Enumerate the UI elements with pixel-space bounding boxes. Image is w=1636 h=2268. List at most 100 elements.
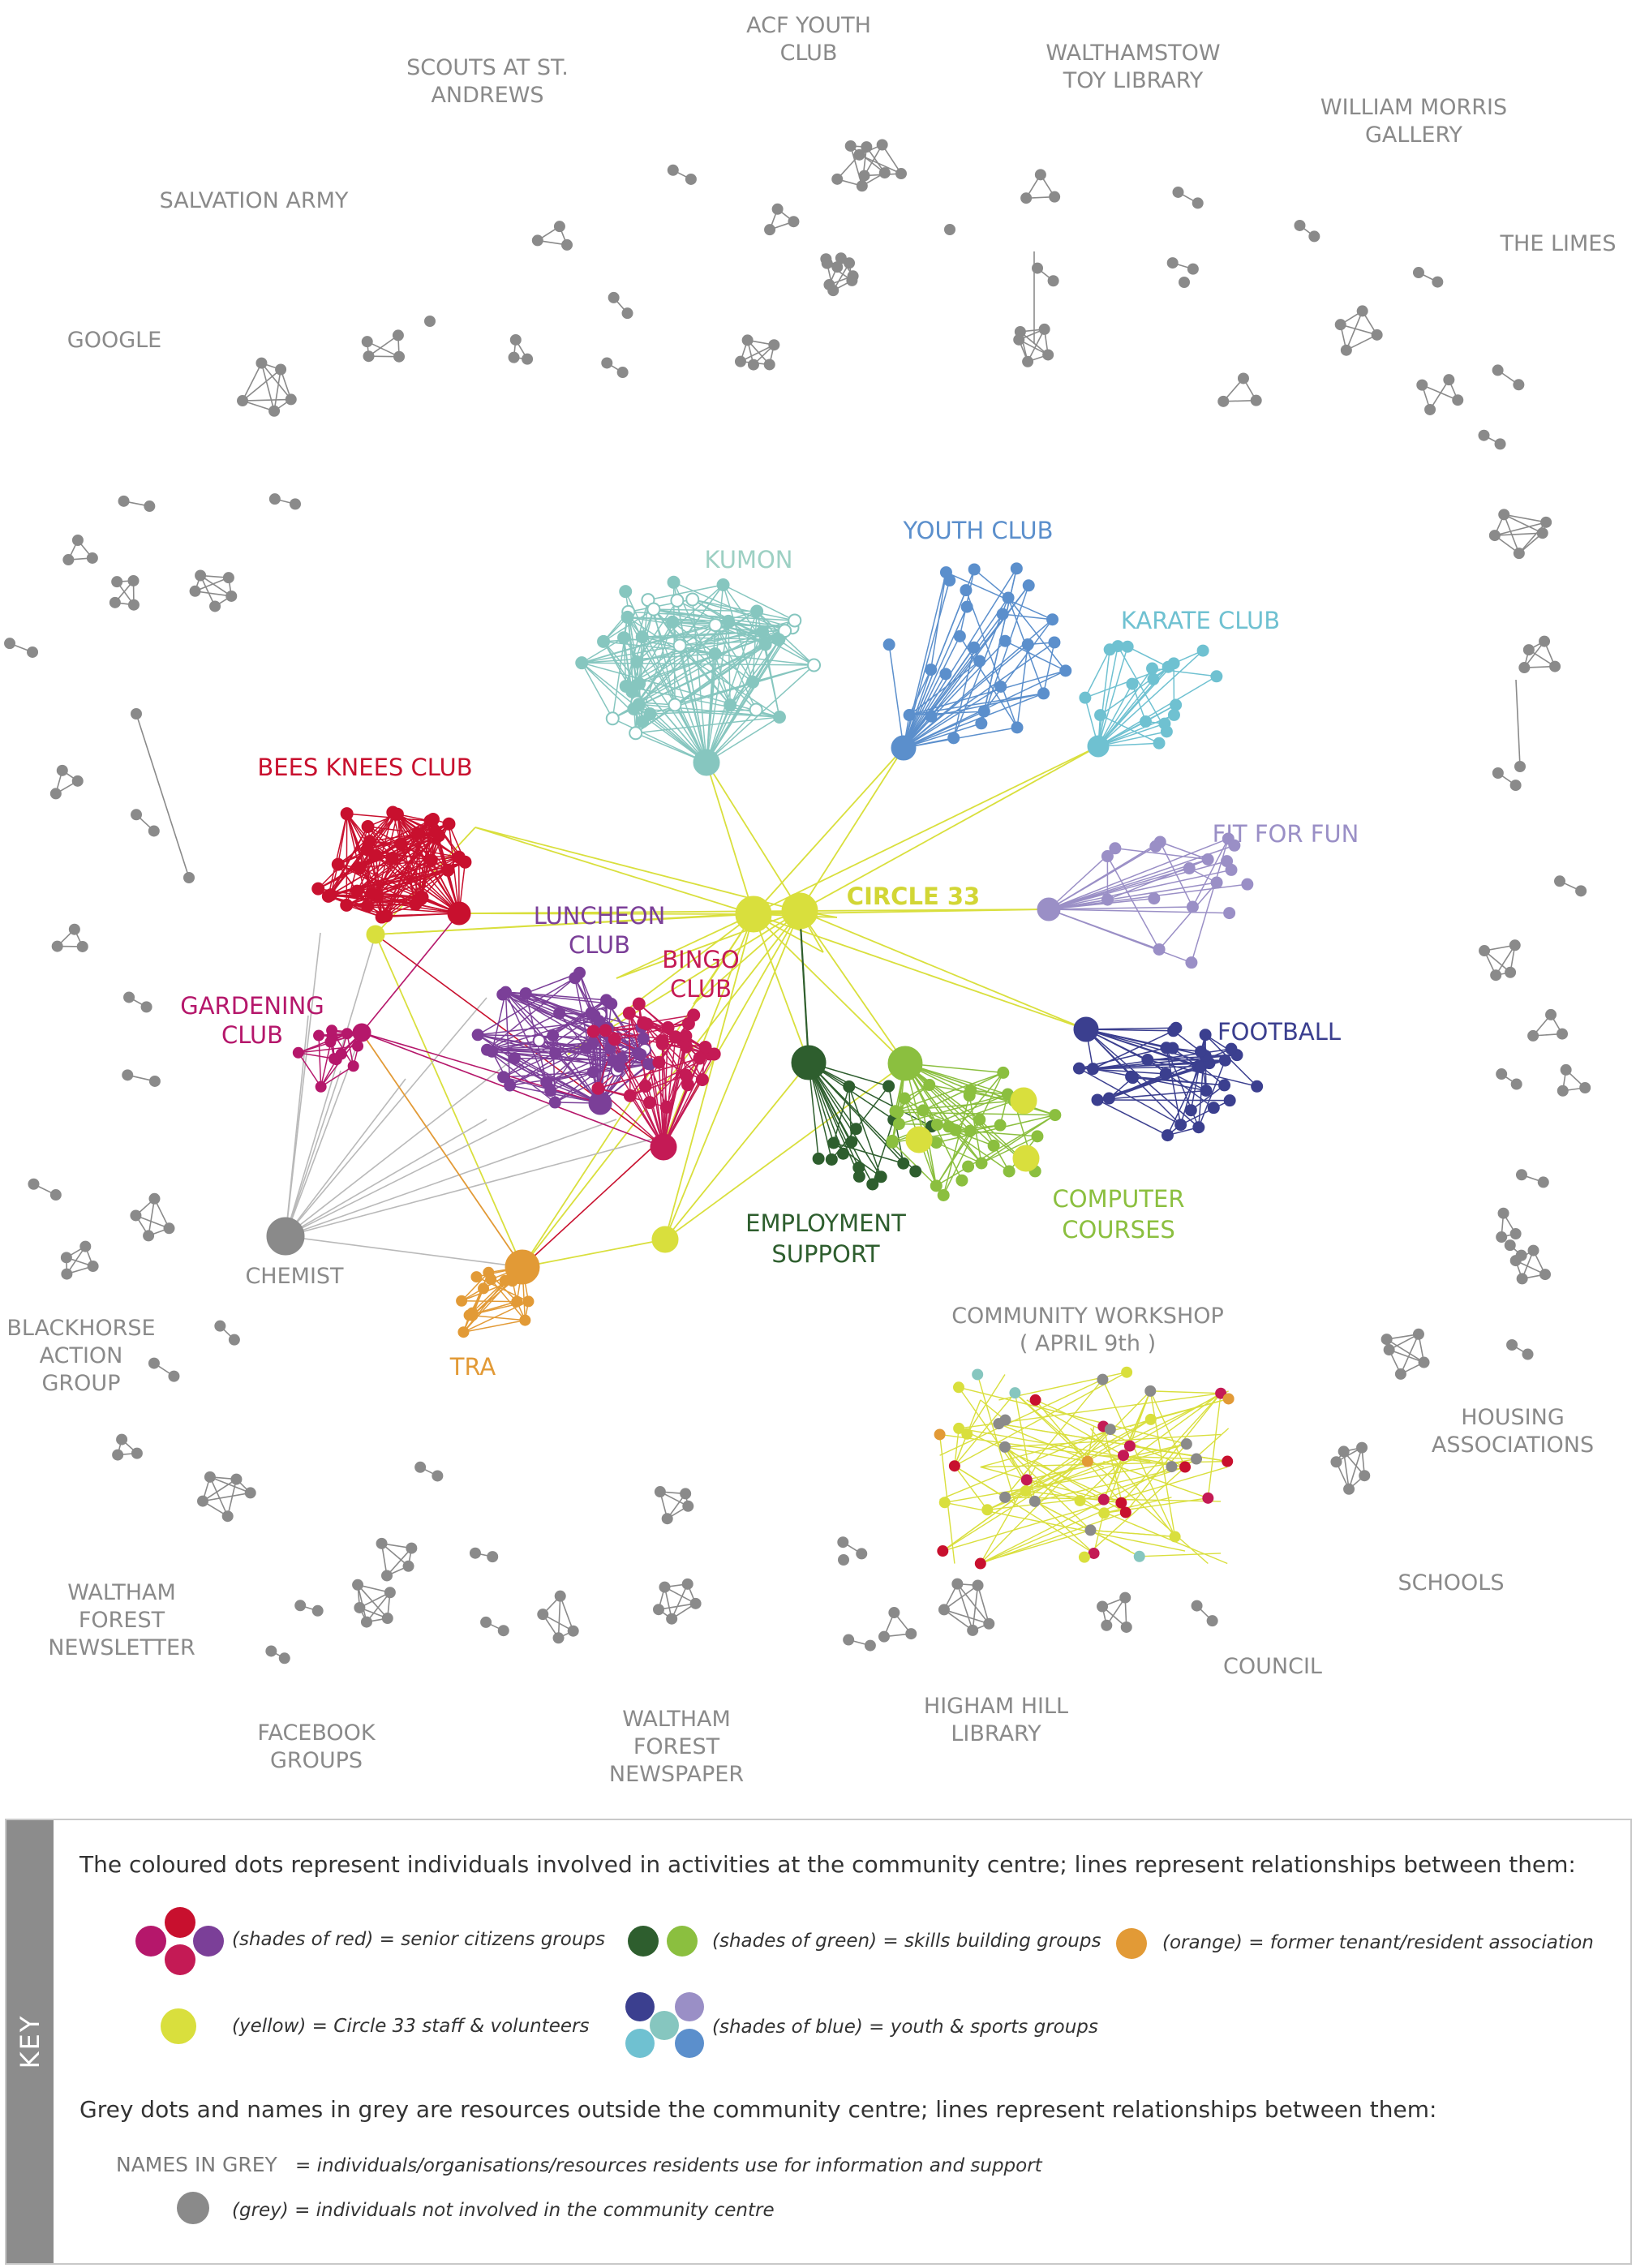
label-the-limes: THE LIMES bbox=[1500, 231, 1617, 256]
relationship-line bbox=[514, 1057, 613, 1061]
grey-dot bbox=[414, 1461, 427, 1473]
relationship-line bbox=[706, 639, 779, 763]
label-wf-newsletter: WALTHAM FOREST NEWSLETTER bbox=[48, 1580, 195, 1660]
relationship-line bbox=[1102, 1426, 1123, 1500]
individual-dot bbox=[331, 857, 345, 871]
relationship-line bbox=[1494, 522, 1547, 536]
relationship-line bbox=[635, 716, 780, 734]
relationship-line bbox=[956, 1583, 990, 1625]
relationship-line bbox=[922, 1110, 938, 1186]
grey-dot bbox=[847, 270, 859, 282]
individual-dot bbox=[837, 1147, 850, 1160]
grey-dot bbox=[1119, 1591, 1131, 1604]
grey-dot bbox=[1536, 527, 1548, 539]
individual-dot bbox=[605, 997, 618, 1010]
relationship-line bbox=[1503, 514, 1520, 554]
relationship-line bbox=[664, 1062, 809, 1240]
grey-dot bbox=[1478, 429, 1490, 441]
relationship-line bbox=[550, 1071, 594, 1092]
grey-dot bbox=[820, 253, 832, 265]
grey-dot bbox=[552, 1632, 565, 1644]
grey-dot bbox=[61, 1268, 73, 1280]
individual-dot bbox=[708, 647, 722, 661]
label-blackhorse: BLACKHORSE ACTION GROUP bbox=[6, 1316, 155, 1396]
hub-dot bbox=[352, 1023, 371, 1042]
relationship-line bbox=[367, 341, 400, 358]
relationship-line bbox=[753, 745, 1099, 915]
individual-dot bbox=[1200, 1085, 1213, 1097]
relationship-line bbox=[638, 683, 707, 763]
relationship-line bbox=[1147, 1059, 1257, 1087]
workshop-dot bbox=[937, 1545, 949, 1557]
individual-dot bbox=[605, 711, 620, 726]
relationship-line bbox=[625, 591, 707, 763]
key-red-desc: (shades of red) = senior citizens groups bbox=[232, 1929, 605, 1950]
key-blue-desc: (shades of blue) = youth & sports groups bbox=[712, 2017, 1098, 2038]
relationship-line bbox=[808, 1062, 860, 1168]
relationship-line bbox=[891, 1141, 937, 1187]
workshop-dot bbox=[1144, 1413, 1157, 1425]
grey-dot bbox=[1359, 1470, 1371, 1482]
workshop-dot bbox=[1166, 1461, 1178, 1473]
relationship-line bbox=[1007, 597, 1067, 672]
relationship-line bbox=[646, 1024, 664, 1148]
individual-dot bbox=[630, 655, 644, 668]
relationship-line bbox=[954, 1428, 960, 1467]
individual-dot bbox=[313, 1029, 325, 1042]
grey-dot bbox=[1101, 1619, 1113, 1631]
workshop-dot bbox=[972, 1368, 984, 1381]
relationship-line bbox=[627, 616, 779, 641]
individual-dot bbox=[426, 813, 440, 827]
individual-dot bbox=[807, 658, 822, 672]
hub-dot bbox=[651, 1226, 679, 1253]
relationship-line bbox=[505, 991, 554, 1037]
individual-dot bbox=[852, 1161, 865, 1174]
individual-dot bbox=[679, 1029, 693, 1043]
grey-dot bbox=[222, 572, 234, 584]
grey-dot bbox=[905, 1628, 917, 1640]
relationship-line bbox=[904, 1063, 982, 1164]
grey-dot bbox=[537, 1609, 549, 1621]
grey-dot bbox=[763, 359, 775, 371]
relationship-line bbox=[1014, 1393, 1036, 1502]
relationship-line bbox=[1346, 311, 1363, 351]
individual-dot bbox=[1170, 1021, 1183, 1034]
individual-dot bbox=[1174, 1119, 1187, 1132]
relationship-line bbox=[663, 1035, 687, 1148]
relationship-line bbox=[135, 713, 190, 878]
individual-dot bbox=[1048, 636, 1061, 649]
grey-dot bbox=[183, 872, 195, 883]
grey-dot bbox=[68, 923, 80, 935]
individual-dot bbox=[1241, 878, 1254, 891]
label-youth-club: YOUTH CLUB bbox=[902, 517, 1053, 544]
individual-dot bbox=[625, 685, 639, 698]
relationship-line bbox=[954, 1433, 968, 1467]
grey-dot bbox=[659, 1581, 671, 1593]
grey-dot bbox=[131, 809, 143, 821]
individual-dot bbox=[508, 1051, 521, 1064]
relationship-line bbox=[903, 597, 1009, 749]
grey-dot bbox=[62, 554, 75, 566]
label-salvation-army: SALVATION ARMY bbox=[160, 188, 349, 213]
individual-dot bbox=[843, 1080, 856, 1093]
workshop-dot bbox=[1029, 1394, 1041, 1406]
grey-dot bbox=[1020, 192, 1033, 204]
grey-dot bbox=[480, 1616, 492, 1628]
grey-dot bbox=[168, 1370, 180, 1382]
relationship-line bbox=[973, 569, 1009, 599]
grey-dot bbox=[1540, 516, 1552, 528]
individual-dot bbox=[960, 600, 973, 613]
label-council: COUNCIL bbox=[1223, 1654, 1322, 1679]
relationship-line bbox=[706, 716, 780, 763]
workshop-dot bbox=[1088, 1547, 1100, 1559]
relationship-line bbox=[503, 1052, 556, 1078]
individual-dot bbox=[1201, 853, 1214, 866]
key-dot-crimson bbox=[165, 1944, 195, 1975]
grey-dot bbox=[1432, 276, 1444, 288]
relationship-line bbox=[753, 913, 809, 1063]
individual-dot bbox=[772, 710, 786, 724]
grey-dot bbox=[228, 1334, 240, 1346]
label-william-morris: WILLIAM MORRIS GALLERY bbox=[1320, 95, 1507, 148]
relationship-line bbox=[1106, 856, 1160, 950]
individual-dot bbox=[1225, 1042, 1238, 1055]
